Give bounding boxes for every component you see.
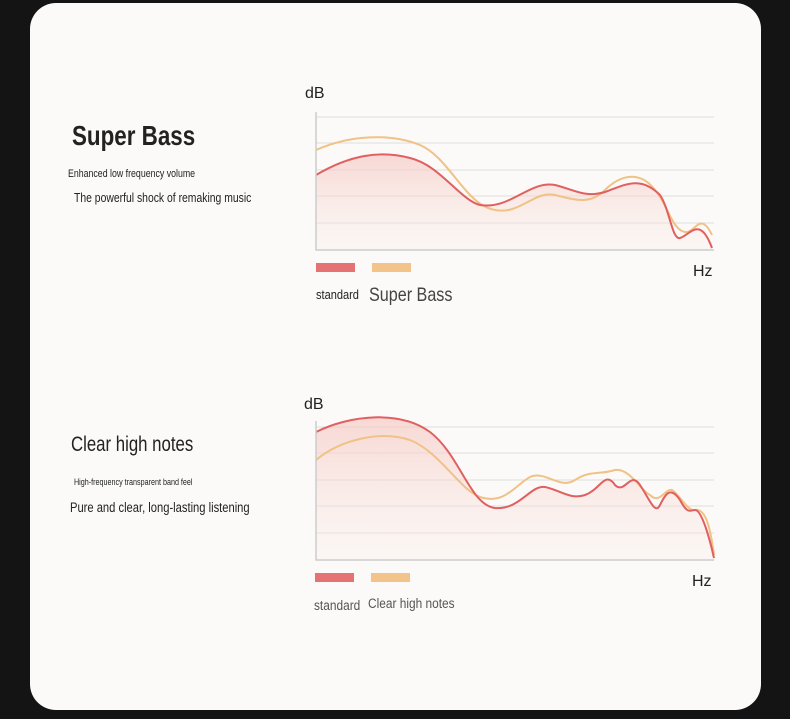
y-axis-label: dB: [305, 85, 325, 102]
legend-swatch: [372, 263, 411, 272]
curve-fill: [316, 154, 712, 250]
panel-line: High-frequency transparent band feel: [74, 477, 193, 487]
legend-label: standard: [316, 287, 359, 302]
panel-line: The powerful shock of remaking music: [74, 191, 251, 205]
panel: Clear high notes High-frequency transpar…: [70, 396, 715, 613]
x-axis-label: Hz: [692, 573, 712, 590]
legend-swatch: [316, 263, 355, 272]
axis: [315, 421, 714, 561]
curve-fill: [316, 417, 714, 560]
legend-label: Super Bass: [369, 284, 453, 306]
panel: Super Bass Enhanced low frequency volume…: [68, 85, 714, 305]
panel-line: Enhanced low frequency volume: [68, 168, 195, 180]
curve-standard: [315, 416, 715, 559]
curve-super: [315, 136, 713, 236]
panel-line: Pure and clear, long-lasting listening: [70, 500, 250, 515]
curve-standard: [315, 153, 713, 249]
curve-clear: [315, 435, 715, 556]
panel-title: Clear high notes: [71, 433, 193, 456]
legend-swatch: [315, 573, 354, 582]
panel-title: Super Bass: [72, 121, 195, 152]
legend-swatch: [371, 573, 410, 582]
legend-label: Clear high notes: [368, 595, 455, 611]
legend-label: standard: [314, 597, 360, 613]
axis: [315, 112, 714, 251]
y-axis-label: dB: [304, 396, 324, 413]
x-axis-label: Hz: [693, 263, 713, 280]
